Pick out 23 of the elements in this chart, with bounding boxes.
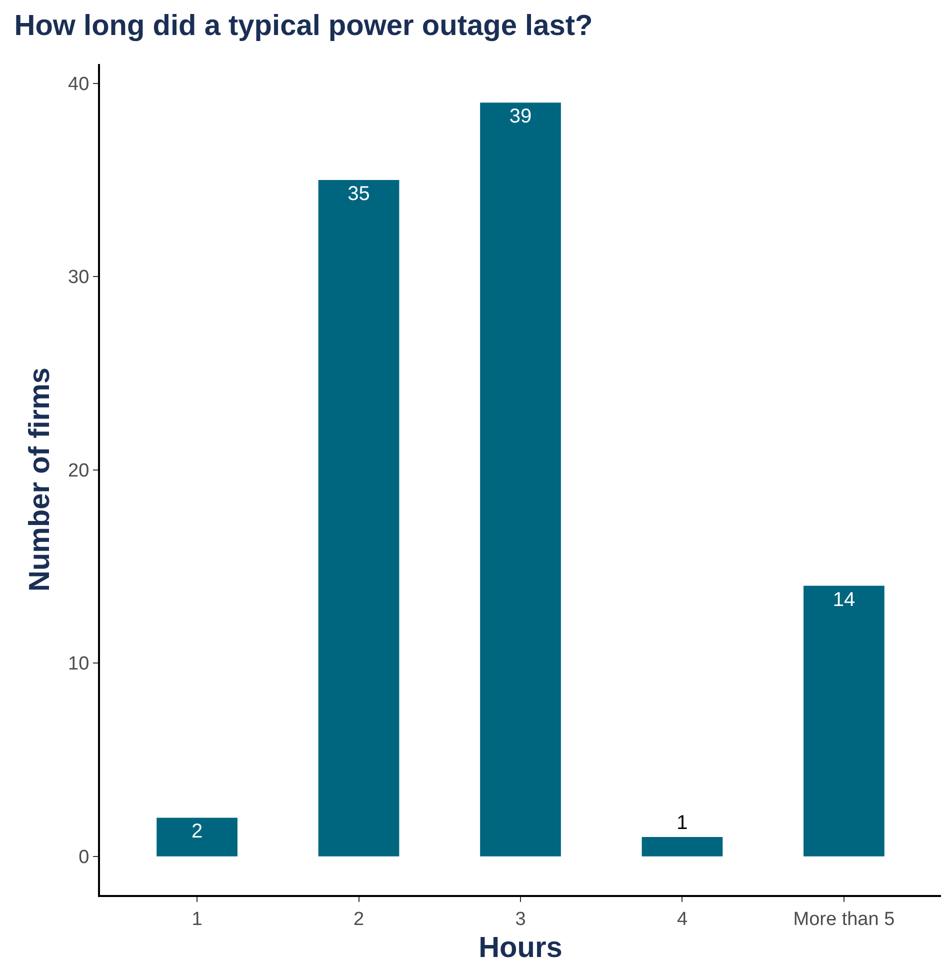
x-axis-title: Hours bbox=[478, 932, 562, 964]
data-label: 14 bbox=[832, 588, 856, 611]
x-tick-label: 3 bbox=[515, 908, 526, 930]
chart-title: How long did a typical power outage last? bbox=[14, 10, 593, 42]
bar bbox=[642, 837, 723, 856]
x-tick-label: 2 bbox=[353, 908, 364, 930]
data-label: 35 bbox=[348, 182, 370, 205]
y-tick-label: 20 bbox=[68, 460, 90, 482]
x-tick-label: 4 bbox=[676, 908, 688, 930]
bar bbox=[156, 818, 238, 856]
data-label: 39 bbox=[509, 106, 532, 128]
y-axis-title: Number of firms bbox=[24, 368, 56, 592]
y-tick-label: 0 bbox=[78, 847, 90, 868]
y-tick-label: 10 bbox=[68, 654, 90, 675]
x-tick-label: More than 5 bbox=[793, 908, 895, 930]
data-label: 2 bbox=[191, 820, 203, 843]
bar bbox=[318, 180, 400, 856]
bar bbox=[804, 586, 884, 856]
data-label: 1 bbox=[676, 812, 688, 834]
bar bbox=[480, 102, 561, 856]
x-tick-label: 1 bbox=[192, 908, 202, 930]
y-tick-label: 40 bbox=[68, 74, 90, 95]
y-tick-label: 30 bbox=[68, 267, 90, 288]
